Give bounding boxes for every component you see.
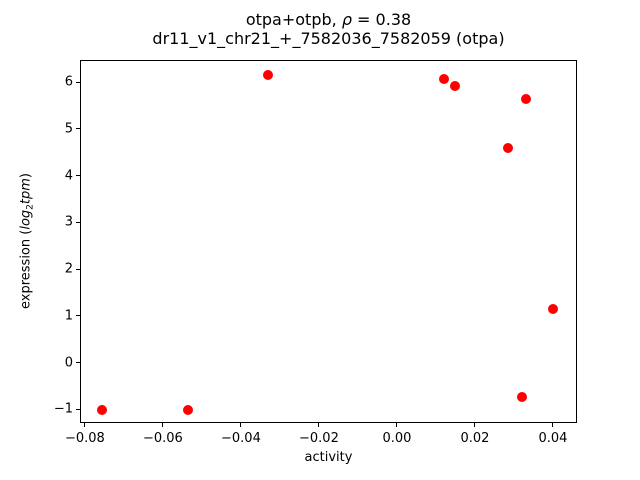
x-tick-label: −0.02 (299, 431, 339, 446)
plot-area: −0.08 −0.06 −0.04 −0.02 0.00 0.02 0.04 −1 0 1 2 3 4 5… (54, 60, 577, 446)
data-point (520, 93, 531, 104)
y-tick-mark (76, 175, 81, 177)
y-tick-label: −1 (53, 401, 73, 417)
ylabel-close-paren: ) (18, 173, 34, 179)
x-tick-mark (84, 422, 86, 427)
y-tick-label: 1 (64, 308, 73, 324)
data-point (547, 304, 558, 315)
x-tick-label: −0.04 (221, 431, 261, 446)
ylabel-text: expression ( (18, 229, 34, 309)
ylabel-log: log (18, 209, 34, 230)
y-tick-mark (76, 362, 81, 364)
y-tick-mark (76, 221, 81, 223)
y-tick-mark (76, 268, 81, 270)
data-point (517, 392, 528, 403)
y-tick-mark (76, 128, 81, 130)
x-tick-mark (474, 422, 476, 427)
chart-title-line2: dr11_v1_chr21_+_7582036_7582059 (otpa) (152, 29, 505, 48)
data-point (502, 143, 513, 154)
title-gene-pair: otpa+otpb, (245, 10, 342, 29)
y-tick-label: 3 (64, 214, 73, 230)
x-tick-mark (552, 422, 554, 427)
y-tick-label: 0 (64, 355, 73, 371)
x-tick-mark (240, 422, 242, 427)
x-tick-mark (396, 422, 398, 427)
x-tick-mark (162, 422, 164, 427)
x-tick-label: 0.04 (538, 431, 568, 446)
y-tick-label: 4 (64, 168, 73, 184)
y-tick-label: 2 (64, 261, 73, 277)
title-rho-value: = 0.38 (351, 10, 412, 29)
data-point (439, 74, 450, 85)
x-tick-label: 0.02 (460, 431, 490, 446)
x-tick-mark (318, 422, 320, 427)
y-tick-label: 5 (64, 121, 73, 137)
chart-title: otpa+otpb, ρ = 0.38 dr11_v1_chr21_+_7582… (81, 10, 576, 48)
y-tick-mark (76, 315, 81, 317)
x-tick-label: −0.06 (142, 431, 183, 446)
chart-title-line1: otpa+otpb, ρ = 0.38 (81, 10, 576, 29)
x-tick-label: 0.00 (382, 431, 412, 446)
ylabel-subscript: 2 (25, 204, 36, 210)
x-axis-label: activity (304, 450, 353, 465)
y-tick-mark (76, 81, 81, 83)
y-axis-label: expression (log2tpm) (19, 173, 36, 309)
y-tick-label: 6 (64, 74, 73, 90)
data-point (183, 405, 194, 416)
ylabel-tpm: tpm (18, 178, 34, 205)
data-point (262, 70, 273, 81)
data-point (97, 405, 108, 416)
y-tick-mark (76, 408, 81, 410)
data-point (450, 80, 461, 91)
x-tick-label: −0.08 (64, 431, 105, 446)
rho-symbol: ρ (341, 10, 352, 29)
